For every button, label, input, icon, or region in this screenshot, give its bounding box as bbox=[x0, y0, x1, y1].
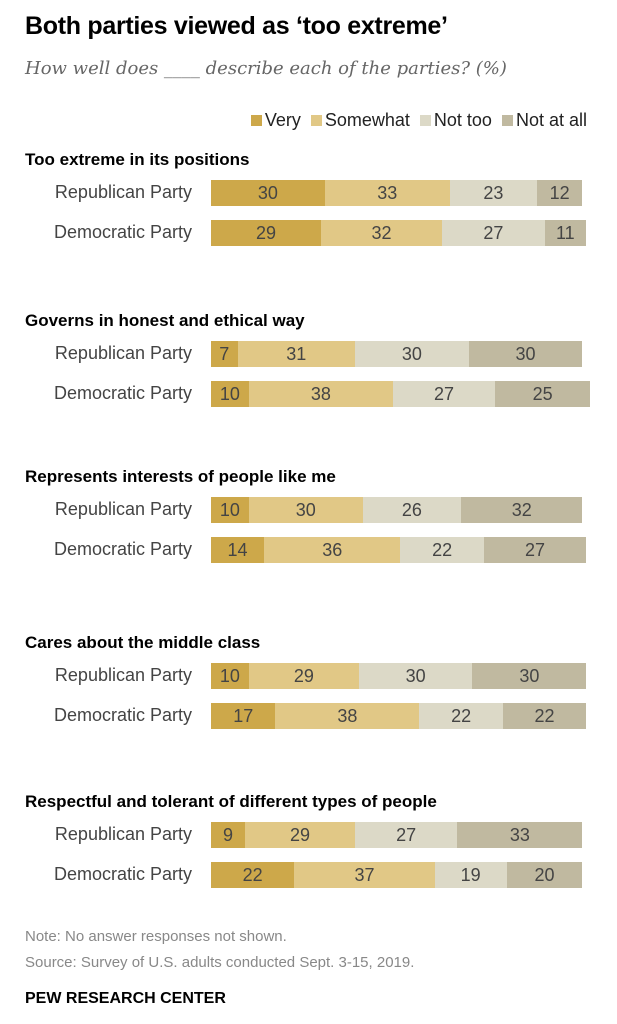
group-title: Too extreme in its positions bbox=[25, 150, 250, 169]
bar-segment-not-at-all: 22 bbox=[502, 703, 587, 729]
bar-segment-somewhat: 37 bbox=[294, 862, 435, 888]
bar-segment-not-too: 27 bbox=[442, 220, 545, 246]
stacked-bar: 22 37 19 20 bbox=[211, 862, 583, 888]
stacked-bar: 29 32 27 11 bbox=[211, 220, 587, 246]
bar-segment-not-at-all: 25 bbox=[495, 381, 590, 407]
bar-segment-very: 22 bbox=[211, 862, 295, 888]
row-label: Republican Party bbox=[54, 499, 192, 519]
stacked-bar: 9 29 27 33 bbox=[211, 822, 583, 848]
bar-segment-not-too: 22 bbox=[419, 703, 503, 729]
chart-subtitle: How well does ____ describe each of the … bbox=[25, 58, 507, 79]
stacked-bar: 10 30 26 32 bbox=[211, 497, 583, 523]
bar-segment-very: 30 bbox=[211, 180, 325, 206]
bar-segment-very: 7 bbox=[211, 341, 238, 367]
group-title: Cares about the middle class bbox=[25, 633, 261, 652]
bar-segment-not-at-all: 27 bbox=[483, 537, 587, 563]
bar-segment-somewhat: 38 bbox=[275, 703, 420, 729]
chart-title: Both parties viewed as ‘too extreme’ bbox=[25, 12, 448, 40]
bar-segment-not-too: 27 bbox=[392, 381, 496, 407]
bar-segment-somewhat: 29 bbox=[248, 663, 359, 689]
bar-segment-not-too: 30 bbox=[355, 341, 469, 367]
bar-segment-not-too: 23 bbox=[449, 180, 537, 206]
bar-segment-not-too: 19 bbox=[434, 862, 507, 888]
brand-logo: PEW RESEARCH CENTER bbox=[25, 990, 226, 1007]
bar-segment-somewhat: 38 bbox=[248, 381, 393, 407]
bar-segment-not-at-all: 12 bbox=[536, 180, 583, 206]
row-label: Republican Party bbox=[54, 665, 192, 685]
stacked-bar: 10 38 27 25 bbox=[211, 381, 590, 407]
row-label: Republican Party bbox=[54, 182, 192, 202]
group-title: Respectful and tolerant of different typ… bbox=[25, 792, 437, 811]
row-label: Republican Party bbox=[54, 824, 192, 844]
legend: Very Somewhat Not too Not at all bbox=[250, 110, 587, 131]
bar-segment-very: 10 bbox=[211, 381, 249, 407]
bar-segment-very: 14 bbox=[211, 537, 265, 563]
stacked-bar: 7 31 30 30 bbox=[211, 341, 583, 367]
row-label: Democratic Party bbox=[53, 705, 192, 725]
legend-item-not-at-all: Not at all bbox=[501, 110, 587, 131]
stacked-bar: 14 36 22 27 bbox=[211, 537, 587, 563]
bar-segment-not-at-all: 30 bbox=[472, 663, 587, 689]
bar-segment-not-at-all: 30 bbox=[468, 341, 583, 367]
legend-label: Somewhat bbox=[324, 110, 410, 130]
bar-segment-not-too: 27 bbox=[355, 822, 458, 848]
bar-segment-not-at-all: 33 bbox=[457, 822, 583, 848]
bar-segment-very: 17 bbox=[211, 703, 276, 729]
bar-segment-very: 29 bbox=[211, 220, 321, 246]
row-label: Democratic Party bbox=[53, 539, 192, 559]
group-title: Governs in honest and ethical way bbox=[25, 311, 305, 330]
note-text: Note: No answer responses not shown. bbox=[25, 928, 287, 945]
bar-segment-very: 10 bbox=[211, 497, 249, 523]
legend-label: Not at all bbox=[515, 110, 587, 130]
legend-swatch-very bbox=[250, 115, 262, 126]
bar-segment-somewhat: 33 bbox=[324, 180, 450, 206]
row-label: Republican Party bbox=[54, 343, 192, 363]
row-label: Democratic Party bbox=[53, 864, 192, 884]
bar-segment-very: 9 bbox=[211, 822, 246, 848]
bar-segment-not-too: 30 bbox=[358, 663, 473, 689]
legend-swatch-not-too bbox=[419, 115, 431, 126]
bar-segment-somewhat: 29 bbox=[245, 822, 356, 848]
bar-segment-somewhat: 30 bbox=[248, 497, 363, 523]
legend-swatch-not-at-all bbox=[501, 115, 513, 126]
stacked-bar: 30 33 23 12 bbox=[211, 180, 583, 206]
bar-segment-somewhat: 31 bbox=[237, 341, 355, 367]
bar-segment-not-at-all: 11 bbox=[544, 220, 587, 246]
legend-label: Not too bbox=[433, 110, 492, 130]
legend-label: Very bbox=[264, 110, 301, 130]
group-title: Represents interests of people like me bbox=[25, 467, 336, 486]
stacked-bar: 17 38 22 22 bbox=[211, 703, 587, 729]
row-label: Democratic Party bbox=[53, 383, 192, 403]
source-text: Source: Survey of U.S. adults conducted … bbox=[25, 954, 415, 971]
bar-segment-somewhat: 36 bbox=[264, 537, 401, 563]
bar-segment-not-too: 22 bbox=[400, 537, 484, 563]
legend-item-somewhat: Somewhat bbox=[310, 110, 410, 131]
legend-item-very: Very bbox=[250, 110, 301, 131]
bar-segment-not-too: 26 bbox=[362, 497, 462, 523]
bar-segment-very: 10 bbox=[211, 663, 249, 689]
legend-swatch-somewhat bbox=[310, 115, 322, 126]
bar-segment-somewhat: 32 bbox=[320, 220, 443, 246]
legend-item-not-too: Not too bbox=[419, 110, 492, 131]
stacked-bar: 10 29 30 30 bbox=[211, 663, 587, 689]
bar-segment-not-at-all: 32 bbox=[461, 497, 583, 523]
bar-segment-not-at-all: 20 bbox=[506, 862, 583, 888]
row-label: Democratic Party bbox=[53, 222, 192, 242]
